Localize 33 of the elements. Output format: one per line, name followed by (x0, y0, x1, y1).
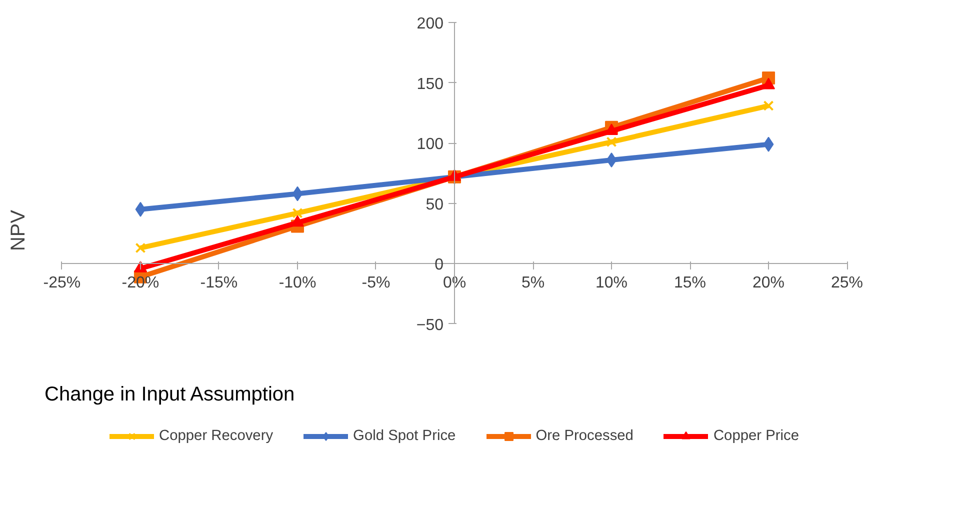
x-tick-label: 15% (674, 274, 706, 292)
x-tick-label: 25% (831, 274, 864, 292)
legend-label: Copper Recovery (159, 428, 274, 444)
point (606, 152, 617, 168)
point (135, 202, 146, 217)
point (605, 124, 618, 136)
x-tick-label: 5% (521, 274, 545, 292)
x-axis-title: Change in Input Assumption (44, 384, 295, 406)
x-tick-label: -25% (43, 274, 81, 292)
point (763, 136, 774, 152)
y-tick-label: 100 (416, 136, 444, 154)
y-tick-label: 150 (416, 76, 444, 93)
y-tick-label: 200 (416, 16, 444, 33)
legend-label: Gold Spot Price (353, 428, 456, 444)
y-tick-label: 50 (426, 196, 444, 214)
point (763, 100, 774, 111)
point (135, 242, 146, 254)
y-tick-label: 0 (434, 256, 444, 274)
point (606, 136, 617, 148)
point (292, 186, 303, 202)
legend-label: Ore Processed (536, 428, 634, 444)
point (292, 208, 303, 218)
x-tick-label: 10% (596, 274, 628, 292)
x-tick-label: -10% (278, 274, 316, 292)
y-tick-label: −50 (416, 316, 444, 334)
x-tick-label: -5% (362, 274, 390, 292)
legend-label: Copper Price (713, 428, 799, 444)
x-tick-label: 0% (442, 274, 466, 292)
y-axis-title: NPV (8, 209, 30, 252)
point (762, 78, 776, 90)
x-tick-label: -20% (122, 274, 160, 292)
x-tick-label: -15% (200, 274, 238, 292)
x-tick-label: 20% (752, 274, 785, 292)
